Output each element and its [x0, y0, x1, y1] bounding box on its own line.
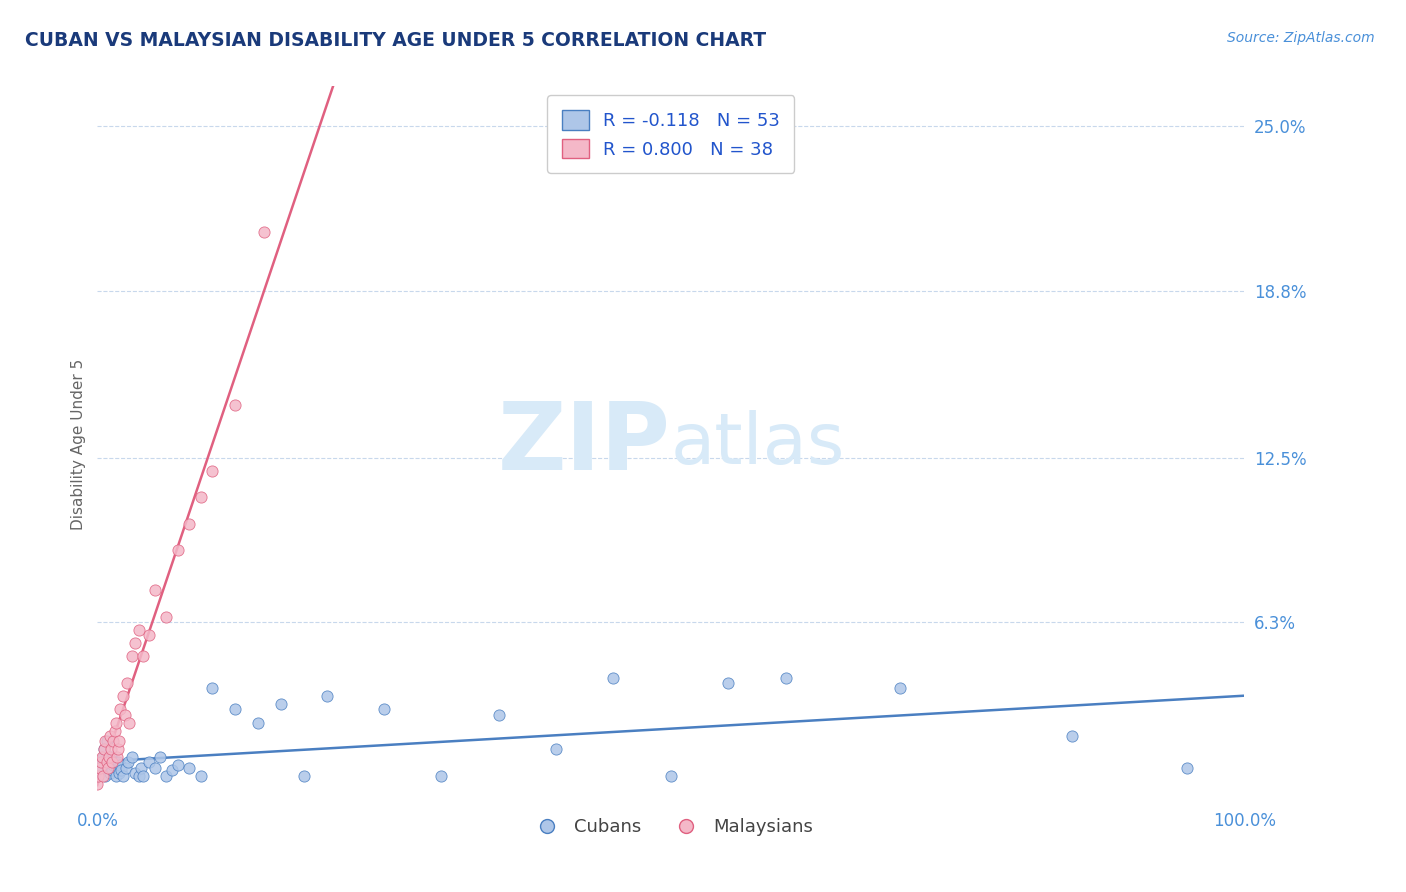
Point [110, 764, 132, 778]
Point [100, 742, 122, 756]
Point [108, 766, 131, 780]
Point [103, 723, 125, 738]
Y-axis label: Disability Age Under 5: Disability Age Under 5 [72, 359, 86, 530]
Point [121, 649, 143, 664]
Point [246, 715, 269, 730]
Point [315, 690, 337, 704]
Point [373, 702, 395, 716]
Point [602, 671, 624, 685]
Point [90, 756, 112, 770]
Point [110, 702, 132, 716]
Point [86, 769, 108, 783]
Point [138, 628, 160, 642]
Point [93, 742, 115, 756]
Point [129, 761, 152, 775]
Point [114, 707, 136, 722]
Point [91, 756, 114, 770]
Point [1175, 761, 1198, 775]
Point [121, 750, 143, 764]
Point [108, 734, 131, 748]
Point [166, 543, 188, 558]
Point [89, 761, 111, 775]
Point [138, 756, 160, 770]
Point [103, 756, 125, 770]
Point [155, 609, 177, 624]
Point [103, 734, 125, 748]
Text: ZIP: ZIP [498, 399, 671, 491]
Point [86, 777, 108, 791]
Point [155, 769, 177, 783]
Point [115, 761, 138, 775]
Point [488, 707, 510, 722]
Point [97, 761, 120, 775]
Point [132, 649, 155, 664]
Point [128, 623, 150, 637]
Point [128, 769, 150, 783]
Point [96, 756, 118, 770]
Point [111, 690, 134, 704]
Point [97, 756, 120, 770]
Point [96, 734, 118, 748]
Point [104, 715, 127, 730]
Point [117, 756, 139, 770]
Point [132, 769, 155, 783]
Point [889, 681, 911, 696]
Point [97, 750, 120, 764]
Point [253, 225, 276, 239]
Point [104, 769, 127, 783]
Point [101, 756, 124, 770]
Point [91, 750, 114, 764]
Point [143, 583, 166, 598]
Point [115, 676, 138, 690]
Point [190, 491, 212, 505]
Point [91, 750, 114, 764]
Point [91, 769, 114, 783]
Point [124, 636, 146, 650]
Point [105, 761, 128, 775]
Legend: Cubans, Malaysians: Cubans, Malaysians [522, 811, 820, 843]
Point [292, 769, 315, 783]
Point [717, 676, 740, 690]
Point [107, 756, 129, 770]
Point [166, 758, 188, 772]
Point [89, 761, 111, 775]
Point [430, 769, 453, 783]
Point [143, 761, 166, 775]
Point [97, 761, 120, 775]
Point [224, 702, 246, 716]
Point [100, 750, 122, 764]
Point [105, 750, 128, 764]
Point [659, 769, 682, 783]
Point [201, 464, 224, 478]
Point [270, 697, 292, 711]
Point [177, 761, 200, 775]
Point [1062, 729, 1084, 743]
Point [87, 769, 110, 783]
Point [101, 764, 124, 778]
Text: Source: ZipAtlas.com: Source: ZipAtlas.com [1227, 31, 1375, 45]
Point [93, 742, 115, 756]
Point [190, 769, 212, 783]
Point [98, 766, 121, 780]
Point [103, 758, 125, 772]
Text: atlas: atlas [671, 409, 845, 479]
Point [107, 742, 129, 756]
Point [224, 398, 246, 412]
Point [149, 750, 172, 764]
Point [124, 766, 146, 780]
Point [201, 681, 224, 696]
Point [118, 715, 141, 730]
Point [110, 758, 132, 772]
Point [177, 516, 200, 531]
Point [160, 764, 183, 778]
Point [98, 729, 121, 743]
Text: CUBAN VS MALAYSIAN DISABILITY AGE UNDER 5 CORRELATION CHART: CUBAN VS MALAYSIAN DISABILITY AGE UNDER … [25, 31, 766, 50]
Point [111, 769, 134, 783]
Point [94, 734, 117, 748]
Point [775, 671, 797, 685]
Point [94, 769, 117, 783]
Point [546, 742, 568, 756]
